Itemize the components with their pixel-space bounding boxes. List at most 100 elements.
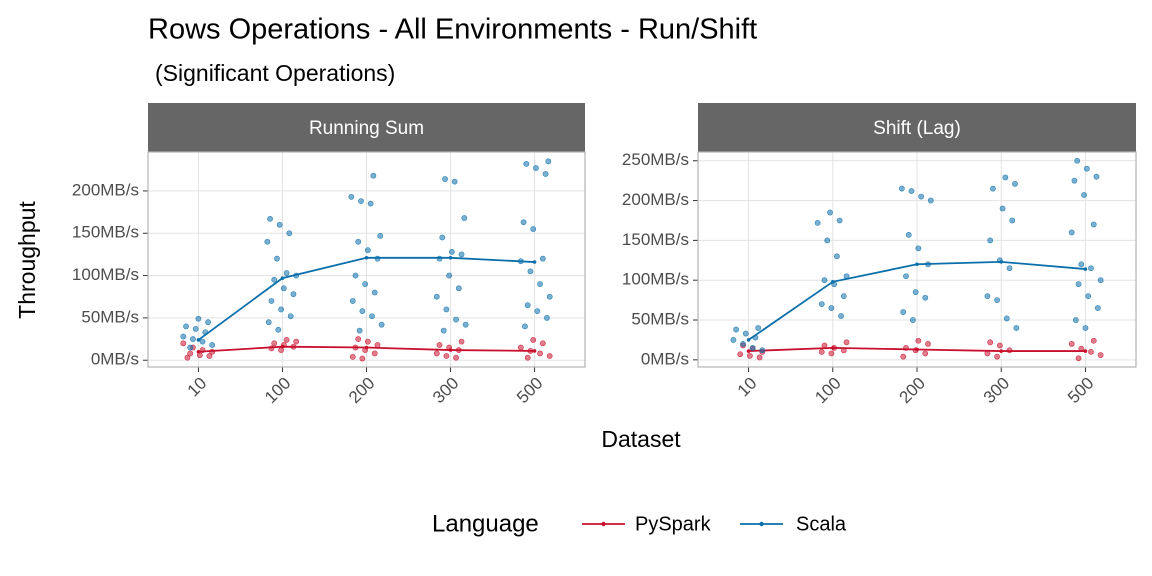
data-point [451,178,458,185]
data-point [539,340,546,347]
data-point [443,306,450,313]
data-point [905,231,912,238]
data-point [1097,277,1104,284]
data-point [900,353,907,360]
data-point [187,350,194,357]
data-point [453,354,459,361]
data-point [730,337,737,343]
data-point [915,337,922,344]
legend-label: PySpark [635,513,712,535]
data-point [369,313,375,320]
data-point [276,221,283,228]
data-point [1083,165,1090,172]
data-point [348,193,355,200]
data-point [195,315,202,322]
data-point [290,291,297,298]
panel-border [697,151,1137,368]
data-point [280,285,287,292]
x-axis-label: Dataset [601,426,681,452]
data-point [455,285,462,292]
data-point [922,350,929,357]
data-point [1075,355,1082,362]
data-point [987,237,994,244]
data-point [927,197,934,204]
data-point [180,340,187,347]
data-point [443,353,450,359]
data-point [1002,174,1009,181]
data-point [1097,352,1104,358]
data-point [278,306,284,313]
data-point [994,297,1000,304]
data-point [838,313,844,319]
legend-key-point [759,521,764,527]
data-point [524,302,531,309]
data-point [283,270,290,276]
data-point [1009,217,1016,224]
legend-label: Scala [796,513,847,535]
data-point [999,205,1006,212]
facet-strip [148,103,585,152]
mean-point [830,279,835,284]
data-point [367,200,374,207]
data-point [546,353,553,359]
data-point [1090,221,1097,228]
data-point [836,217,843,224]
y-tick-label: 250MB/s [622,150,689,169]
data-point [433,293,440,300]
data-point [275,326,282,333]
data-point [449,248,455,255]
data-point [537,350,543,357]
data-point [1068,341,1075,347]
data-point [1013,325,1020,331]
data-point [349,298,356,304]
data-point [544,315,550,321]
data-point [827,209,833,216]
data-point [747,352,753,359]
data-point [378,321,385,328]
data-point [287,313,294,320]
data-point [546,293,553,300]
data-point [756,354,763,361]
data-point [925,341,931,347]
data-point [359,308,366,315]
data-point [994,353,1000,360]
data-point [840,293,847,300]
mean-point [364,345,369,350]
facet-title: Running Sum [309,118,424,139]
legend-key-point [601,521,606,527]
data-point [370,172,377,179]
y-tick-label: 0MB/s [641,349,689,368]
data-point [539,255,546,262]
data-point [737,351,744,358]
data-point [364,338,371,345]
data-point [1072,317,1079,323]
data-point [987,339,994,346]
mean-point [532,349,537,353]
mean-point [196,338,201,342]
data-point [1068,229,1075,236]
data-point [828,305,835,311]
data-point [358,198,364,204]
y-tick-label: 150MB/s [72,223,139,242]
data-point [1090,337,1097,344]
data-point [274,255,280,262]
data-point [1074,157,1081,164]
data-point [915,245,922,252]
data-point [1088,348,1094,355]
data-point [900,309,907,315]
y-tick-label: 0MB/s [91,350,139,369]
data-point [1093,173,1100,180]
data-point [908,188,915,194]
data-point [446,272,453,279]
data-point [199,338,206,345]
data-point [192,326,199,332]
mean-point [280,276,285,280]
data-point [364,247,371,254]
y-tick-label: 200MB/s [622,190,689,209]
data-point [818,301,825,307]
data-point [268,298,275,304]
mean-point [364,256,369,260]
data-point [442,176,448,182]
data-point [1071,177,1078,184]
